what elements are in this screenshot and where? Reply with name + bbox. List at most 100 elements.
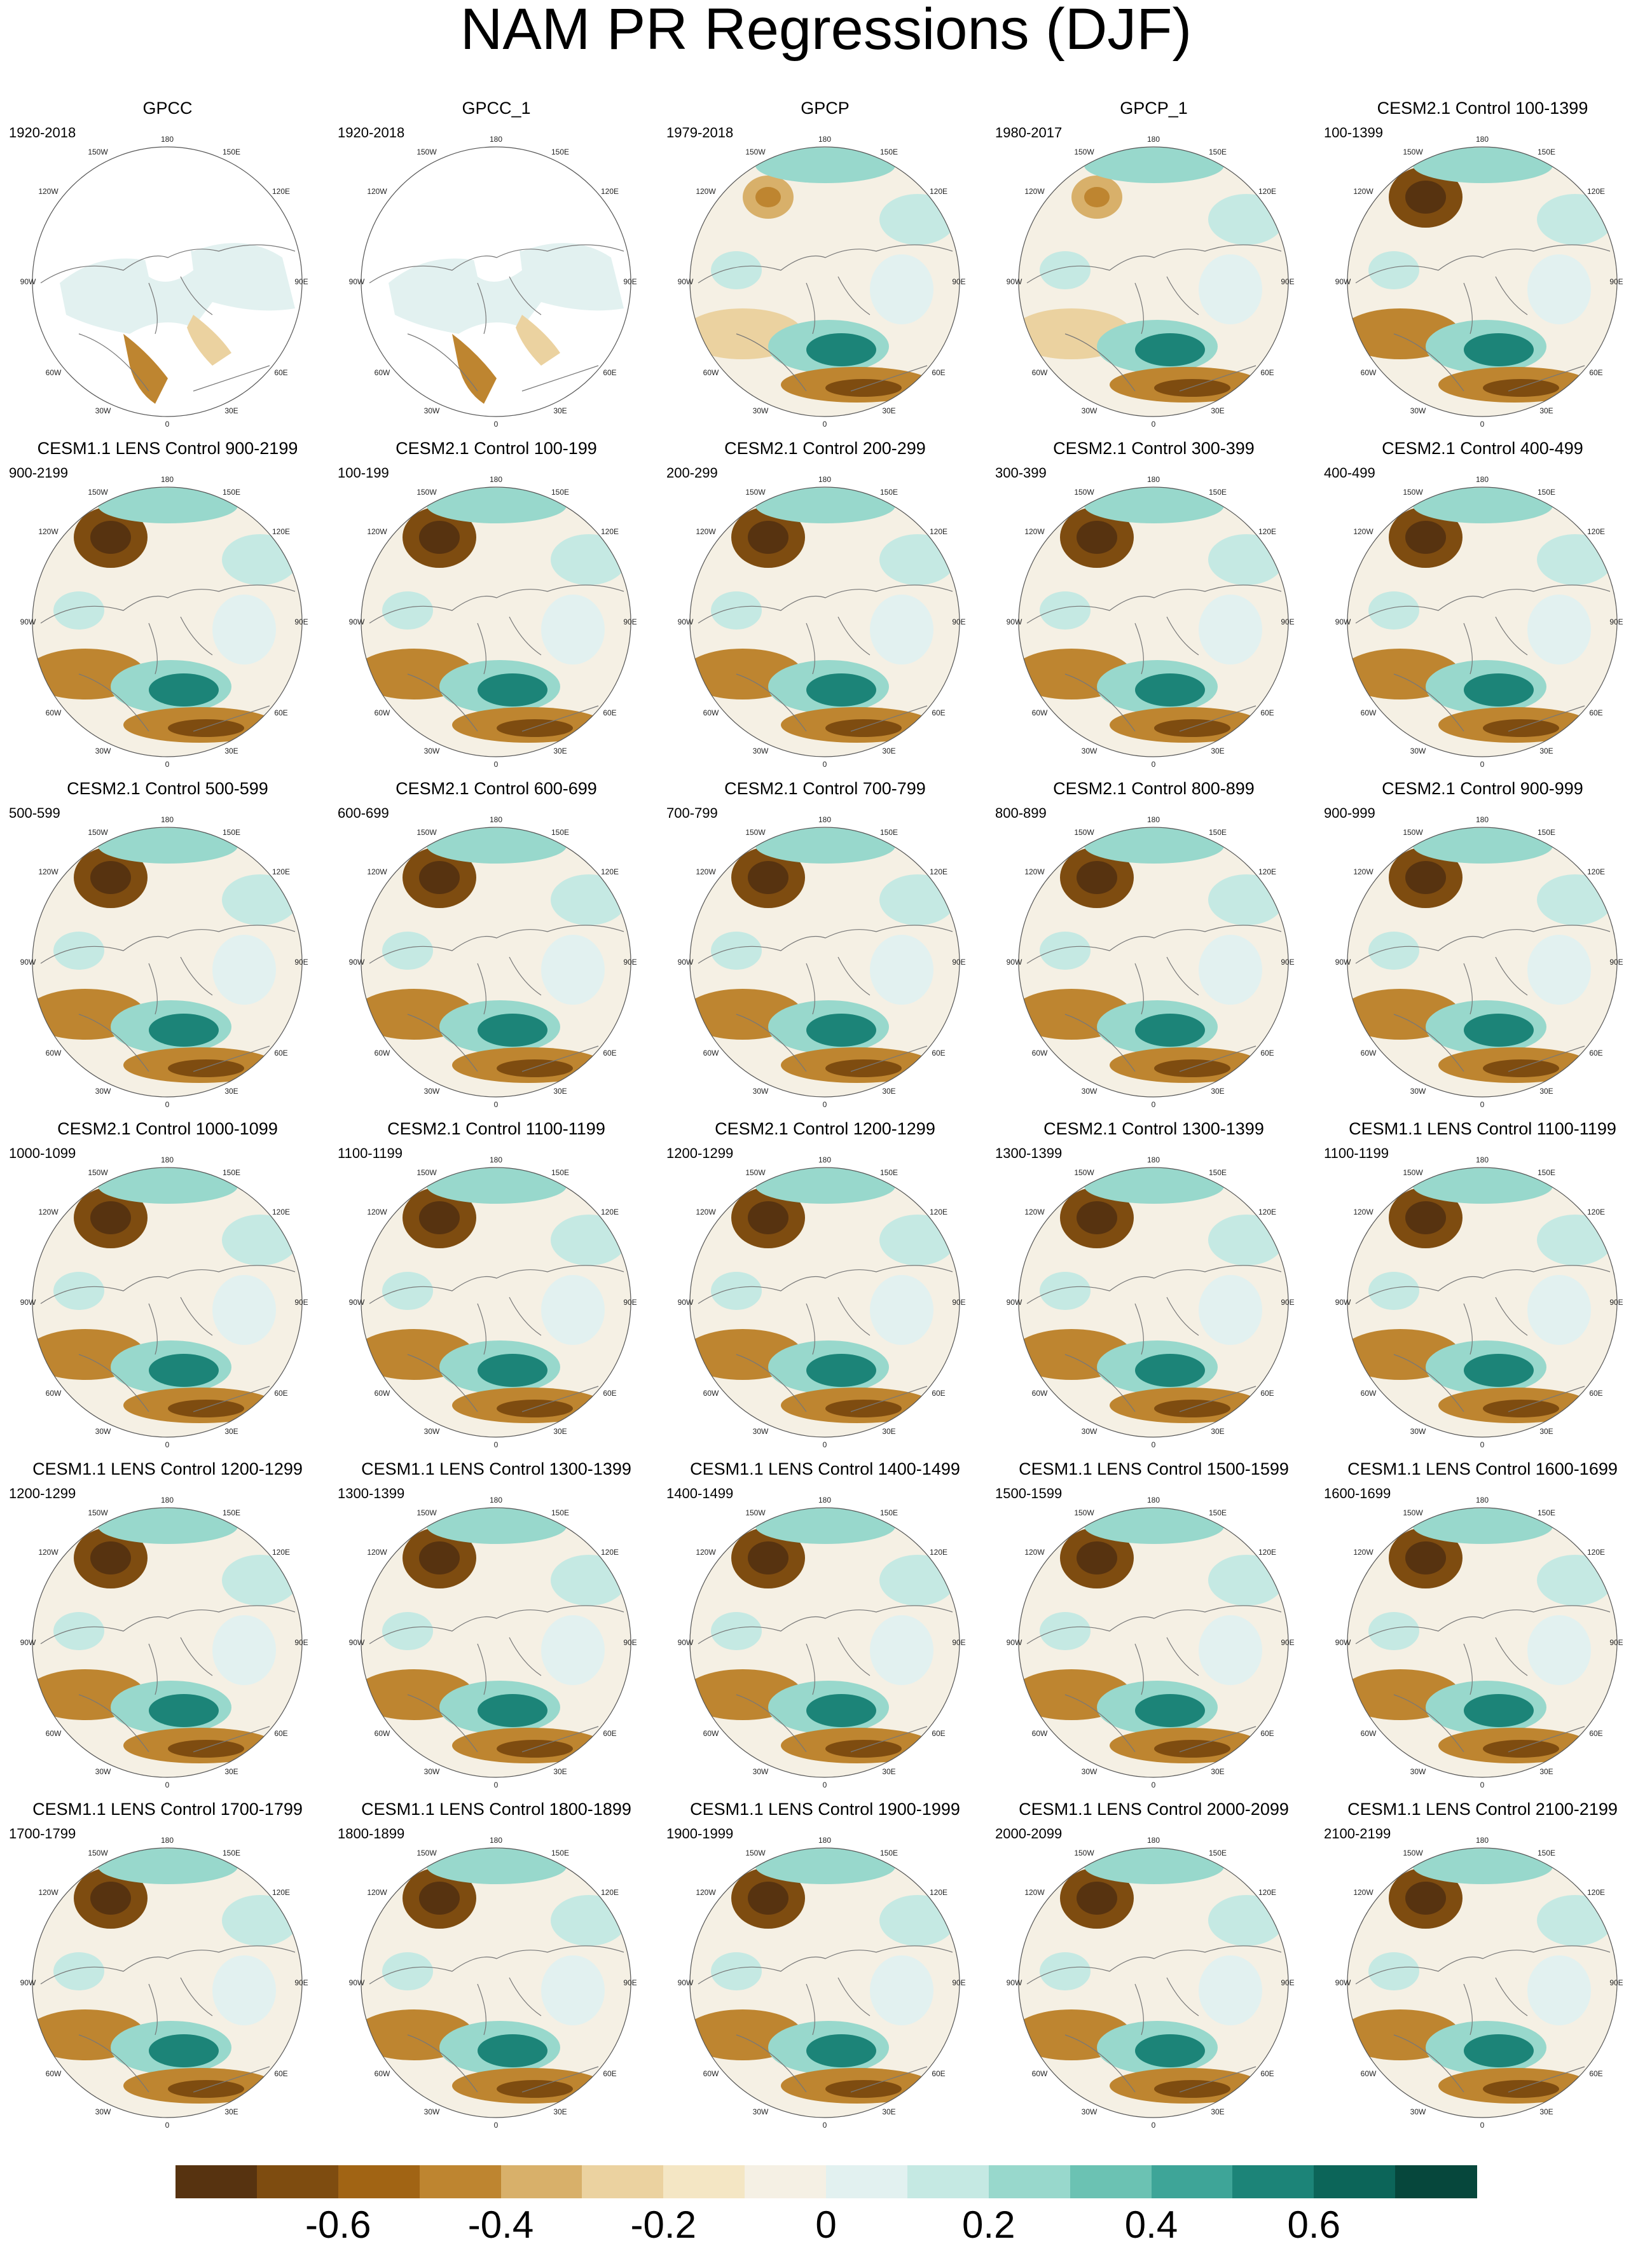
- colorbar-tick-label: 0.4: [1124, 2203, 1178, 2246]
- anomaly-contour: [478, 1354, 547, 1387]
- longitude-label: 30E: [553, 406, 567, 415]
- anomaly-contour: [1154, 719, 1230, 737]
- longitude-label: 120E: [272, 867, 290, 876]
- longitude-label: 60W: [1361, 2069, 1377, 2078]
- panel-title: CESM1.1 LENS Control 1200-1299: [32, 1459, 303, 1478]
- longitude-label: 60W: [703, 1049, 719, 1058]
- longitude-label: 90W: [1335, 1638, 1351, 1647]
- longitude-label: 120W: [38, 1888, 59, 1897]
- anomaly-contour: [478, 1694, 547, 1727]
- anomaly-contour: [711, 1272, 762, 1310]
- longitude-label: 120W: [696, 867, 716, 876]
- longitude-label: 0: [823, 2121, 827, 2130]
- anomaly-contour: [1154, 1059, 1230, 1077]
- longitude-label: 0: [1480, 2121, 1485, 2130]
- anomaly-contour: [1084, 1508, 1224, 1544]
- polar-map: 180 150E 120E 90E 60E 30E 0 30W 60W 90W 120W 150W: [1007, 815, 1295, 1109]
- longitude-label: 150W: [88, 828, 108, 837]
- anomaly-contour: [806, 673, 876, 706]
- anomaly-contour: [1135, 2034, 1205, 2067]
- anomaly-contour: [497, 719, 573, 737]
- panel-title: CESM1.1 LENS Control 1100-1199: [1349, 1119, 1616, 1138]
- longitude-label: 90W: [349, 277, 365, 286]
- longitude-label: 120W: [1024, 867, 1045, 876]
- longitude-label: 60E: [1589, 1729, 1602, 1738]
- coastline: [369, 1605, 624, 1753]
- anomaly-contour: [98, 1168, 238, 1204]
- anomaly-contour: [755, 1168, 895, 1204]
- longitude-label: 60W: [703, 368, 719, 377]
- colorbar-swatch: [988, 2165, 1071, 2198]
- anomaly-contour: [1405, 181, 1446, 214]
- longitude-label: 150E: [1538, 488, 1555, 497]
- coastline: [1355, 584, 1611, 732]
- longitude-label: 150E: [223, 1849, 240, 1857]
- longitude-label: 120E: [930, 1208, 947, 1216]
- longitude-label: 90E: [623, 1638, 637, 1647]
- longitude-label: 90W: [1007, 1978, 1022, 1987]
- panel-period: 800-899: [995, 805, 1047, 821]
- panel-title: CESM1.1 LENS Control 1600-1699: [1347, 1459, 1618, 1478]
- map-boundary: [689, 486, 960, 757]
- anomaly-contour: [1077, 861, 1117, 894]
- longitude-label: 30W: [1410, 747, 1426, 755]
- longitude-label: 60E: [603, 708, 616, 717]
- map-panel: CESM2.1 Control 600-699 600-699 180 150E 120…: [331, 779, 661, 1120]
- coastline: [698, 1945, 953, 2093]
- longitude-label: 150W: [745, 148, 766, 156]
- longitude-label: 120E: [1258, 867, 1276, 876]
- anomaly-contour: [748, 1882, 788, 1915]
- anomaly-contour: [1483, 1400, 1559, 1417]
- longitude-label: 60W: [1032, 1729, 1048, 1738]
- longitude-label: 60E: [603, 368, 616, 377]
- panel-period: 1700-1799: [9, 1826, 76, 1842]
- longitude-label: 120W: [38, 1208, 59, 1216]
- map-boundary: [32, 1167, 303, 1438]
- anomaly-contour: [497, 1740, 573, 1758]
- longitude-label: 120W: [696, 187, 716, 196]
- longitude-label: 30E: [553, 747, 567, 755]
- longitude-label: 180: [161, 475, 174, 484]
- panel-title: GPCC: [142, 99, 193, 118]
- panel-period: 300-399: [995, 465, 1047, 481]
- anomaly-contour: [541, 1275, 605, 1345]
- longitude-label: 180: [490, 1496, 502, 1505]
- polar-map: 180 150E 120E 90E 60E 30E 0 30W 60W 90W 120W 150W: [1007, 1836, 1295, 2130]
- longitude-label: 180: [818, 815, 831, 824]
- map-panel: CESM2.1 Control 300-399 300-399 180 150E 120…: [989, 439, 1319, 780]
- panel-period: 100-199: [338, 465, 389, 481]
- anomaly-contour: [419, 1882, 460, 1915]
- anomaly-contour: [755, 828, 895, 864]
- longitude-label: 180: [1476, 1836, 1489, 1845]
- polar-map: 180 150E 120E 90E 60E 30E 0 30W 60W 90W 120W 150W: [349, 475, 637, 769]
- anomaly-contour: [168, 719, 244, 737]
- longitude-label: 90E: [1609, 1978, 1623, 1987]
- anomaly-contour: [497, 1059, 573, 1077]
- longitude-label: 150E: [223, 1168, 240, 1177]
- longitude-label: 60E: [1589, 368, 1602, 377]
- longitude-label: 150W: [745, 1849, 766, 1857]
- coastline: [369, 925, 624, 1072]
- anomaly-contour: [870, 935, 933, 1005]
- longitude-label: 150E: [1538, 828, 1555, 837]
- longitude-label: 30E: [224, 1767, 238, 1776]
- anomaly-contour: [1368, 1272, 1419, 1310]
- map-panel: GPCP_1 1980-2017 180 150E 120E 90E 60E 30E 0 30W 6…: [989, 99, 1319, 439]
- coastline: [369, 1265, 624, 1412]
- longitude-label: 60W: [1032, 708, 1048, 717]
- anomaly-contour: [1084, 1168, 1224, 1204]
- map-boundary: [361, 1507, 631, 1778]
- anomaly-contour: [1464, 673, 1534, 706]
- panel-title: CESM2.1 Control 900-999: [1382, 779, 1583, 798]
- longitude-label: 60E: [932, 368, 945, 377]
- map-panel: GPCC_1 1920-2018 180 150E 120E 90E 60E 30E 0 30W 6…: [331, 99, 661, 439]
- anomaly-contour: [870, 595, 933, 665]
- map-boundary: [32, 827, 303, 1098]
- longitude-label: 30W: [1082, 1767, 1098, 1776]
- longitude-label: 90W: [349, 1298, 365, 1307]
- longitude-label: 150W: [1074, 148, 1094, 156]
- longitude-label: 120W: [367, 1888, 387, 1897]
- longitude-label: 180: [490, 1836, 502, 1845]
- longitude-label: 60W: [375, 368, 390, 377]
- longitude-label: 60W: [703, 708, 719, 717]
